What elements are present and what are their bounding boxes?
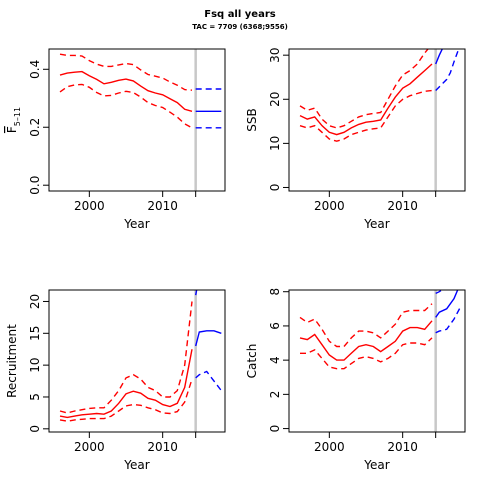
catch-estimate-line <box>299 320 433 361</box>
x-axis-label-ssb: Year <box>363 217 389 231</box>
catch-forecast-upper-line <box>435 290 444 295</box>
plot-frame-fbar <box>48 48 226 192</box>
y-tick-label-ssb: 30 <box>268 48 282 63</box>
x-axis-label-recruitment: Year <box>123 458 149 472</box>
ssb-forecast-upper-line <box>436 0 462 44</box>
catch-forecast-lower-line <box>435 305 462 334</box>
catch-forecast-estimate-line <box>435 290 459 318</box>
x-tick-label-ssb: 2000 <box>314 199 345 213</box>
recruitment-forecast-lower-line <box>195 370 222 392</box>
y-axis-label-recruitment: Recruitment <box>5 324 19 398</box>
x-tick-label-catch: 2000 <box>314 440 345 454</box>
plot-frame-catch <box>288 289 466 433</box>
y-tick-label-recruitment: 10 <box>28 357 42 372</box>
y-tick-label-fbar: 0.2 <box>28 118 42 137</box>
ssb-forecast-lower-line <box>435 49 460 91</box>
y-tick-label-catch: 0 <box>268 425 282 433</box>
x-axis-label-fbar: Year <box>123 217 149 231</box>
recruitment-forecast-estimate-line <box>195 330 222 347</box>
x-tick-label-fbar: 2000 <box>74 199 105 213</box>
series-group-ssb <box>299 0 462 142</box>
x-tick-label-fbar: 2010 <box>147 199 178 213</box>
recruitment-estimate-line <box>59 349 193 419</box>
fbar-estimate-line <box>59 70 193 112</box>
plot-frame-recruitment <box>48 289 226 433</box>
series-group-recruitment <box>59 290 222 422</box>
recruitment-upper-line <box>59 301 193 414</box>
y-tick-label-recruitment: 0 <box>28 425 42 433</box>
y-tick-label-catch: 2 <box>268 391 282 399</box>
y-tick-label-ssb: 10 <box>268 136 282 151</box>
chart-panel-fbar: 0.0 0.2 0.4 2000 2010 Year F5–11 <box>5 48 226 231</box>
y-tick-label-ssb: 20 <box>268 92 282 107</box>
chart-panel-ssb: 0 10 20 30 2000 2010 Year SSB <box>245 0 466 231</box>
catch-upper-line <box>299 303 433 348</box>
y-tick-label-recruitment: 5 <box>28 393 42 401</box>
y-tick-label-fbar: 0.0 <box>28 176 42 195</box>
figure-title: Fsq all years <box>204 9 276 20</box>
y-tick-label-ssb: 0 <box>268 184 282 192</box>
chart-panel-recruitment: 0 5 10 15 20 2000 2010 Year Recruitment <box>5 289 226 472</box>
figure-subtitle: TAC = 7709 (6368;9556) <box>192 23 288 31</box>
x-tick-label-recruitment: 2010 <box>147 440 178 454</box>
y-tick-label-recruitment: 20 <box>28 294 42 309</box>
fbar-upper-line <box>59 53 193 91</box>
series-group-catch <box>299 290 462 370</box>
plot-frame-ssb <box>288 48 466 192</box>
ssb-forecast-estimate-line <box>435 49 444 65</box>
chart-panel-catch: 0 2 4 6 8 2000 2010 Year Catch <box>245 288 466 472</box>
y-tick-label-catch: 6 <box>268 322 282 330</box>
y-axis-label-fbar: F5–11 <box>5 107 22 133</box>
x-axis-label-catch: Year <box>363 458 389 472</box>
series-group-fbar <box>59 53 222 129</box>
fbar-lower-line <box>59 83 193 129</box>
y-tick-label-recruitment: 15 <box>28 326 42 341</box>
y-axis-label-ssb: SSB <box>245 108 259 131</box>
ssb-lower-line <box>299 89 433 142</box>
x-tick-label-ssb: 2010 <box>387 199 418 213</box>
y-tick-label-catch: 8 <box>268 288 282 296</box>
x-tick-label-catch: 2010 <box>387 440 418 454</box>
recruitment-lower-line <box>59 378 193 422</box>
x-tick-label-recruitment: 2000 <box>74 440 105 454</box>
ssb-estimate-line <box>299 63 433 136</box>
ssb-upper-line <box>299 49 429 129</box>
y-tick-label-catch: 4 <box>268 356 282 364</box>
y-axis-label-catch: Catch <box>245 344 259 379</box>
y-tick-label-fbar: 0.4 <box>28 60 42 79</box>
